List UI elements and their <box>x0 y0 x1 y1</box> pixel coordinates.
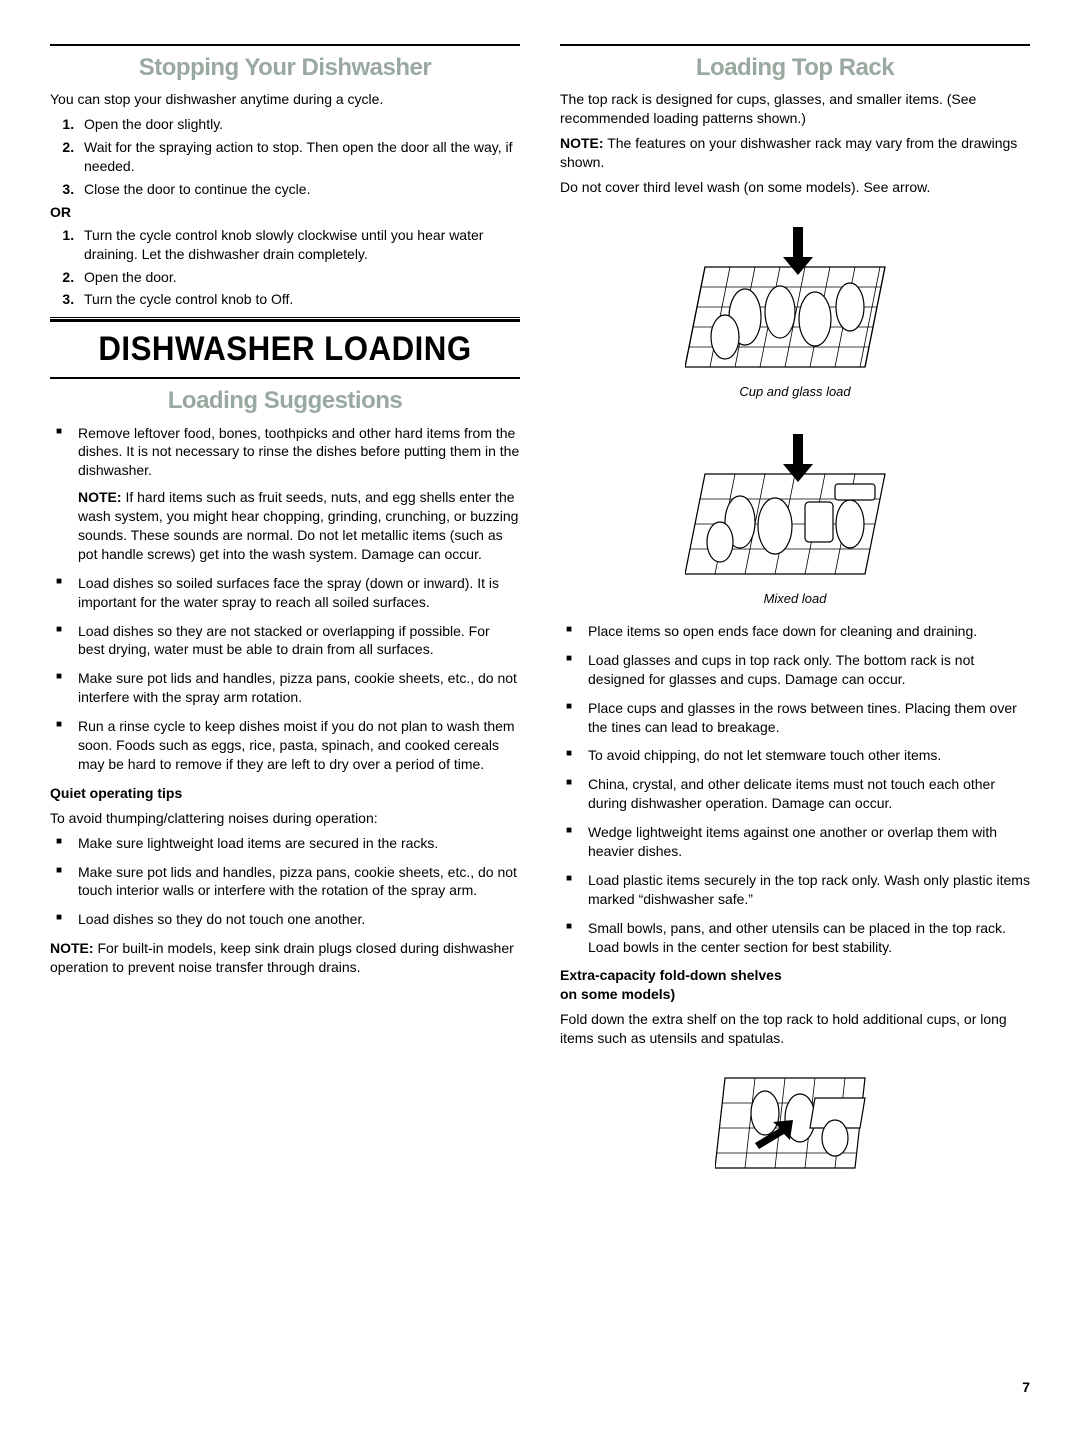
quiet-note: NOTE: For built-in models, keep sink dra… <box>50 939 520 977</box>
or-label: OR <box>50 203 520 222</box>
list-item: Wedge lightweight items against one anot… <box>560 823 1030 861</box>
list-item: China, crystal, and other delicate items… <box>560 775 1030 813</box>
page: Stopping Your Dishwasher You can stop yo… <box>50 40 1030 1397</box>
stop-list-a: Open the door slightly. Wait for the spr… <box>78 115 520 199</box>
list-item: Turn the cycle control knob to Off. <box>78 290 520 309</box>
figure-mixed <box>560 414 1030 584</box>
list-item: Remove leftover food, bones, toothpicks … <box>50 424 520 564</box>
top-intro: The top rack is designed for cups, glass… <box>560 90 1030 128</box>
list-item: Make sure pot lids and handles, pizza pa… <box>50 863 520 901</box>
list-item: Close the door to continue the cycle. <box>78 180 520 199</box>
note-text: For built-in models, keep sink drain plu… <box>50 940 514 975</box>
extra-heading-2: on some models) <box>560 985 1030 1004</box>
list-item: Place cups and glasses in the rows betwe… <box>560 699 1030 737</box>
arrow-down-icon <box>783 227 813 275</box>
heading-stopping: Stopping Your Dishwasher <box>50 52 520 84</box>
note-label: NOTE: <box>78 489 122 505</box>
list-item: Open the door. <box>78 268 520 287</box>
stop-list-b: Turn the cycle control knob slowly clock… <box>78 226 520 310</box>
list-item: Place items so open ends face down for c… <box>560 622 1030 641</box>
list-item: Load dishes so they do not touch one ano… <box>50 910 520 929</box>
top-cover: Do not cover third level wash (on some m… <box>560 178 1030 197</box>
figure-fold-down <box>560 1058 1030 1178</box>
figure-cup-glass <box>560 207 1030 377</box>
list-item: Load glasses and cups in top rack only. … <box>560 651 1030 689</box>
extra-text: Fold down the extra shelf on the top rac… <box>560 1010 1030 1048</box>
rule <box>50 44 520 46</box>
list-item: Small bowls, pans, and other utensils ca… <box>560 919 1030 957</box>
note: NOTE: If hard items such as fruit seeds,… <box>78 488 520 564</box>
list-item: Load dishes so they are not stacked or o… <box>50 622 520 660</box>
quiet-heading: Quiet operating tips <box>50 784 520 803</box>
stop-intro: You can stop your dishwasher anytime dur… <box>50 90 520 109</box>
note-label: NOTE: <box>560 135 604 151</box>
heading-top-rack: Loading Top Rack <box>560 52 1030 84</box>
rule <box>50 377 520 379</box>
list-item: To avoid chipping, do not let stemware t… <box>560 746 1030 765</box>
list-text: Remove leftover food, bones, toothpicks … <box>78 425 519 479</box>
rack-illustration-icon <box>685 207 905 377</box>
note-text: The features on your dishwasher rack may… <box>560 135 1017 170</box>
heading-suggestions: Loading Suggestions <box>50 385 520 417</box>
double-rule <box>50 317 520 321</box>
quiet-intro: To avoid thumping/clattering noises duri… <box>50 809 520 828</box>
page-number: 7 <box>560 1378 1030 1397</box>
list-item: Wait for the spraying action to stop. Th… <box>78 138 520 176</box>
list-item: Make sure pot lids and handles, pizza pa… <box>50 669 520 707</box>
arrow-down-icon <box>783 434 813 482</box>
left-column: Stopping Your Dishwasher You can stop yo… <box>50 40 520 1397</box>
note-text: If hard items such as fruit seeds, nuts,… <box>78 489 518 562</box>
top-note: NOTE: The features on your dishwasher ra… <box>560 134 1030 172</box>
suggestions-list: Remove leftover food, bones, toothpicks … <box>50 424 520 774</box>
quiet-list: Make sure lightweight load items are sec… <box>50 834 520 930</box>
list-item: Run a rinse cycle to keep dishes moist i… <box>50 717 520 774</box>
list-item: Turn the cycle control knob slowly clock… <box>78 226 520 264</box>
list-item: Load plastic items securely in the top r… <box>560 871 1030 909</box>
list-item: Open the door slightly. <box>78 115 520 134</box>
top-rack-tips: Place items so open ends face down for c… <box>560 622 1030 956</box>
caption-cup-glass: Cup and glass load <box>560 383 1030 401</box>
list-item: Make sure lightweight load items are sec… <box>50 834 520 853</box>
list-item: Load dishes so soiled surfaces face the … <box>50 574 520 612</box>
note-label: NOTE: <box>50 940 94 956</box>
rule <box>560 44 1030 46</box>
rack-illustration-icon <box>685 414 905 584</box>
caption-mixed: Mixed load <box>560 590 1030 608</box>
extra-heading-1: Extra-capacity fold-down shelves <box>560 966 1030 985</box>
heading-dishwasher-loading: DISHWASHER LOADING <box>69 327 501 373</box>
right-column: Loading Top Rack The top rack is designe… <box>560 40 1030 1397</box>
fold-down-shelf-icon <box>715 1058 875 1178</box>
